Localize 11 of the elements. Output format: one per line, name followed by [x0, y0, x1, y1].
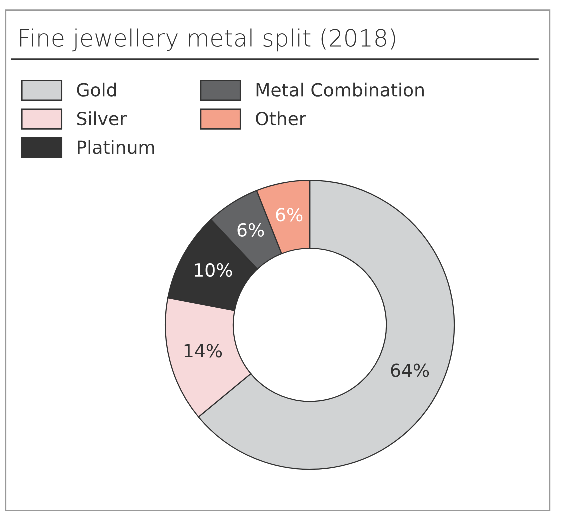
data-label: 6% — [238, 223, 264, 237]
legend-label: Metal Combination — [256, 82, 424, 97]
legend-label: Silver — [77, 112, 127, 126]
legend-label: Platinum — [78, 140, 154, 154]
data-label: 14% — [184, 344, 222, 358]
legend-label: Other — [256, 112, 306, 126]
legend-label: Gold — [77, 82, 116, 97]
data-label: 10% — [195, 263, 232, 278]
chart-title: Fine jewellery metal split (2018) — [20, 28, 396, 52]
data-label: 64% — [391, 364, 430, 378]
data-label: 6% — [276, 208, 303, 222]
